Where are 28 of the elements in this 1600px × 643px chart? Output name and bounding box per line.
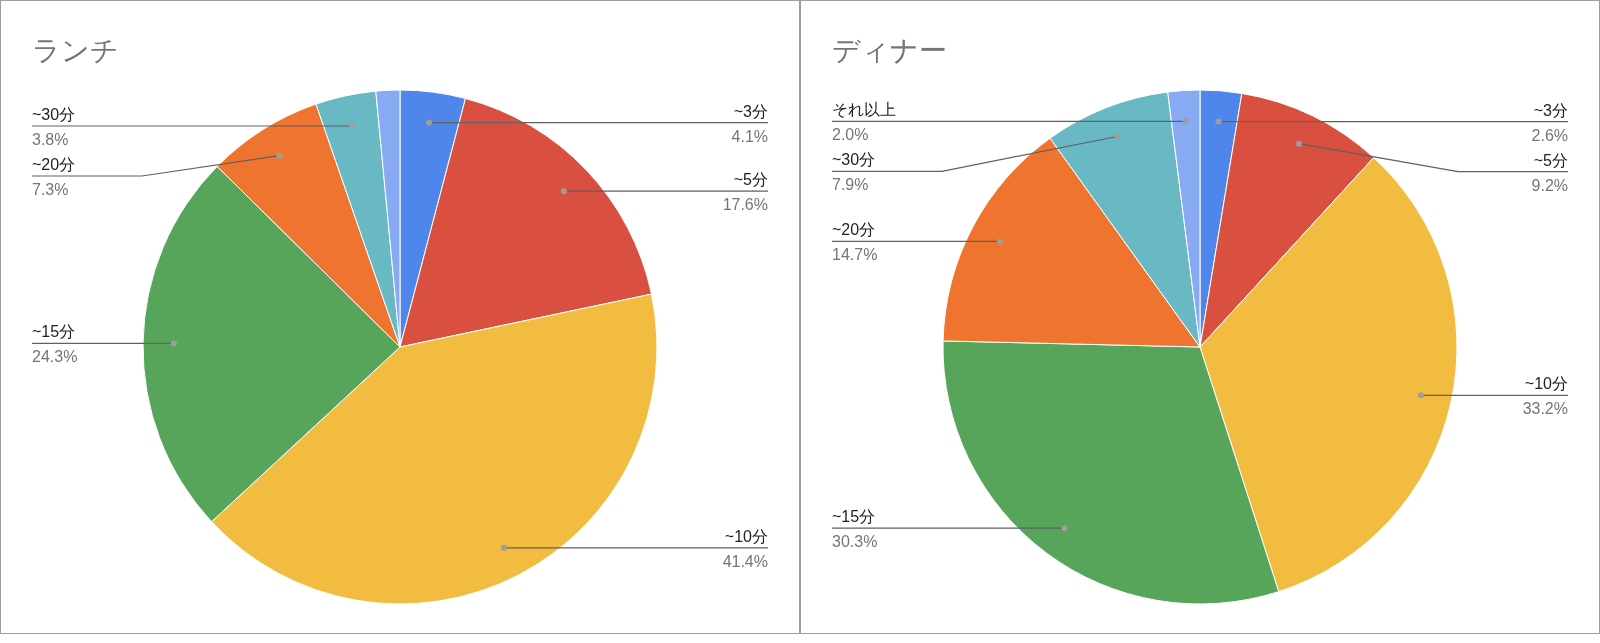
data-label: 24.3%	[32, 348, 78, 366]
slice-label: ~5分	[733, 171, 768, 189]
slice-label: ~3分	[1533, 101, 1568, 119]
chart-title: ランチ	[32, 35, 119, 66]
data-label: 14.7%	[832, 246, 878, 264]
data-label: 2.0%	[832, 126, 869, 144]
data-label: 33.2%	[1522, 400, 1568, 418]
slice-label: ~20分	[32, 155, 76, 173]
slice-label: ~30分	[32, 105, 76, 123]
slice-label: ~10分	[1524, 375, 1568, 393]
data-label: 7.9%	[832, 176, 869, 194]
slice-label: それ以上	[832, 101, 896, 119]
slice-label: ~5分	[1533, 151, 1568, 169]
slice-label: ~15分	[832, 508, 876, 526]
chart-title: ディナー	[832, 35, 947, 66]
slice-label: ~3分	[733, 102, 768, 120]
slice-label: ~20分	[832, 221, 876, 239]
data-label: 2.6%	[1531, 126, 1568, 144]
slice-label: ~30分	[832, 151, 876, 169]
data-label: 41.4%	[722, 552, 768, 570]
data-label: 4.1%	[731, 127, 768, 145]
data-label: 9.2%	[1531, 176, 1568, 194]
data-label: 3.8%	[32, 130, 69, 148]
data-label: 30.3%	[832, 533, 878, 551]
data-label: 17.6%	[722, 196, 768, 214]
slice-label: ~10分	[724, 527, 768, 545]
data-label: 7.3%	[32, 180, 69, 198]
slice-label: ~15分	[32, 323, 76, 341]
